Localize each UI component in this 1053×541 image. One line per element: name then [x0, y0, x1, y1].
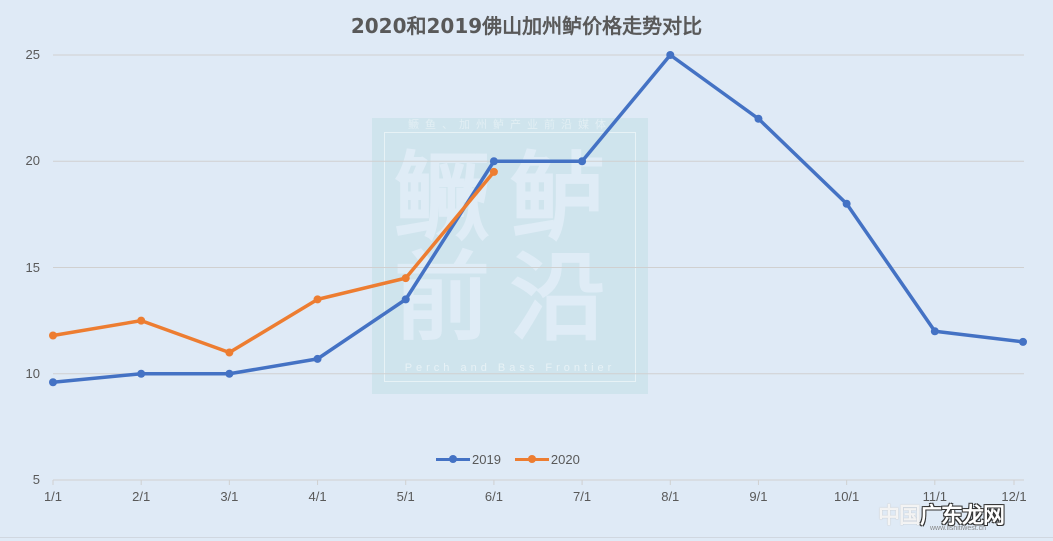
data-point-marker — [313, 354, 322, 363]
x-tick-label: 6/1 — [484, 489, 503, 504]
data-point-marker — [137, 369, 146, 378]
legend-marker-icon — [514, 455, 549, 463]
x-tick-label: 4/1 — [308, 489, 327, 504]
watermark-logo: 鳜鱼、加州鲈产业前沿媒体 鳜鲈前沿 Perch and Bass Frontie… — [372, 118, 648, 394]
data-point-marker — [578, 157, 587, 166]
data-point-marker — [401, 295, 410, 304]
chart-title: 2020和2019佛山加州鲈价格走势对比 — [350, 14, 703, 38]
legend-label: 2020 — [550, 452, 580, 467]
legend-label: 2019 — [472, 452, 501, 467]
watermark-frame — [384, 132, 636, 382]
x-tick-label: 3/1 — [220, 489, 239, 504]
series-line-2019 — [52, 53, 1024, 384]
data-point-marker — [754, 114, 763, 123]
x-tick-label: 5/1 — [396, 489, 415, 504]
data-point-marker — [49, 331, 57, 340]
legend-marker-icon — [436, 455, 470, 463]
y-tick-label: 25 — [25, 47, 40, 62]
watermark-top-text: 鳜鱼、加州鲈产业前沿媒体 — [408, 118, 612, 131]
legend-item-2019: 2019 — [436, 452, 501, 467]
y-tick-label: 10 — [25, 365, 40, 381]
data-point-marker — [401, 274, 410, 283]
x-tick-label: 2/1 — [132, 489, 151, 504]
data-point-marker — [49, 378, 57, 387]
data-point-marker — [225, 369, 234, 378]
x-tick-label: 1/1 — [43, 489, 63, 504]
legend-item-2020: 2020 — [514, 452, 580, 467]
spreadsheet-grid-edge — [0, 537, 1053, 541]
corner-watermark: 中国广东龙网 — [878, 498, 1005, 530]
x-tick-label: 9/1 — [749, 489, 768, 504]
data-point-marker — [842, 199, 851, 208]
data-point-marker — [489, 167, 498, 176]
series-line-2020 — [52, 170, 496, 355]
corner-watermark-url: www.lishitiwest.cn — [930, 525, 987, 532]
x-tick-label: 10/1 — [833, 489, 860, 504]
y-tick-label: 15 — [25, 259, 40, 275]
watermark-subtitle: Perch and Bass Frontier — [404, 362, 616, 374]
y-tick-label: 20 — [25, 153, 40, 169]
legend: 2019 2020 — [436, 452, 580, 467]
data-point-marker — [313, 295, 322, 304]
data-point-marker — [489, 157, 498, 166]
data-point-marker — [1019, 337, 1027, 346]
watermark-big-text: 鳜鲈前沿 — [394, 142, 626, 354]
corner-watermark-faint: 中国 — [878, 504, 921, 529]
y-tick-label: 5 — [32, 472, 40, 487]
x-tick-label: 8/1 — [661, 489, 680, 504]
x-tick-label: 11/1 — [922, 489, 947, 504]
x-tick-label: 12/1 — [1001, 489, 1027, 504]
data-point-marker — [930, 327, 939, 336]
x-tick-label: 7/1 — [573, 489, 592, 504]
data-point-marker — [225, 348, 234, 357]
data-point-marker — [137, 316, 146, 325]
corner-watermark-bold: 广东龙网 — [920, 504, 1005, 529]
data-point-marker — [666, 51, 675, 59]
